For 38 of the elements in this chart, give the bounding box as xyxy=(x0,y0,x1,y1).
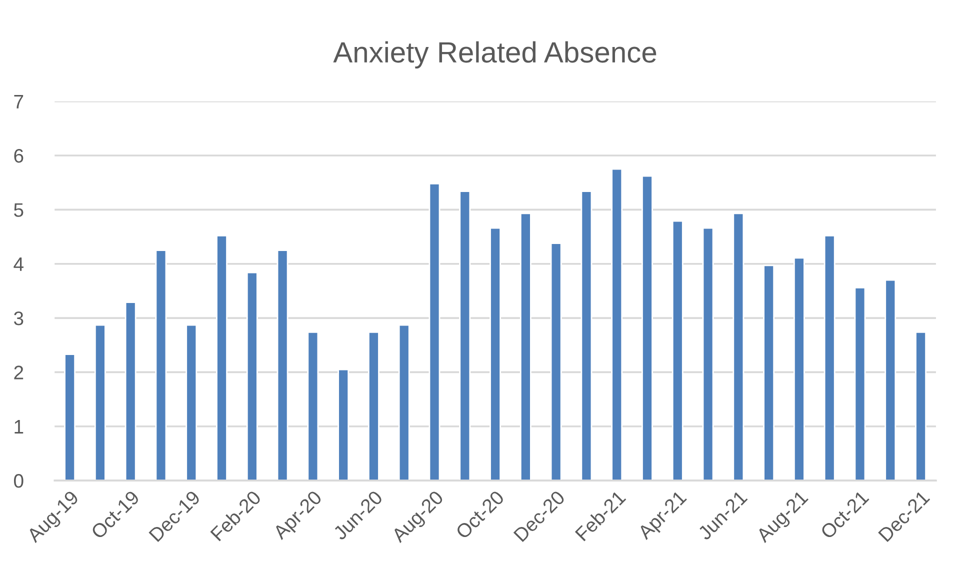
bar xyxy=(550,242,562,481)
bar xyxy=(94,324,106,481)
y-tick-label: 7 xyxy=(14,94,24,108)
bar xyxy=(124,302,136,481)
bar xyxy=(459,190,471,481)
y-tick-label: 1 xyxy=(14,420,24,434)
y-tick-label: 0 xyxy=(14,474,24,488)
bar xyxy=(368,331,380,481)
bar xyxy=(884,279,896,481)
bar xyxy=(428,182,440,481)
y-tick-label: 2 xyxy=(14,366,24,380)
bar xyxy=(915,331,926,481)
bar xyxy=(580,190,592,481)
bar xyxy=(642,175,653,481)
bar xyxy=(155,250,167,481)
bar xyxy=(398,324,410,481)
bar xyxy=(216,234,228,481)
y-tick-label: 3 xyxy=(14,312,24,326)
bar xyxy=(186,324,198,481)
y-tick-label: 4 xyxy=(14,258,24,271)
bar xyxy=(763,264,775,481)
bar xyxy=(611,168,623,481)
bar xyxy=(307,331,319,481)
bar xyxy=(490,227,501,481)
bar xyxy=(246,272,258,481)
bar xyxy=(276,250,288,481)
bar xyxy=(672,220,684,481)
bar xyxy=(520,212,532,481)
bar xyxy=(854,287,866,481)
chart-title: Anxiety Related Absence xyxy=(333,41,656,68)
bar xyxy=(338,368,350,481)
bar xyxy=(824,234,836,481)
bar xyxy=(64,354,76,481)
bar xyxy=(702,227,714,481)
y-tick-label: 5 xyxy=(14,203,24,217)
bar xyxy=(732,212,744,481)
bar xyxy=(793,257,805,481)
y-tick-label: 6 xyxy=(14,148,24,163)
